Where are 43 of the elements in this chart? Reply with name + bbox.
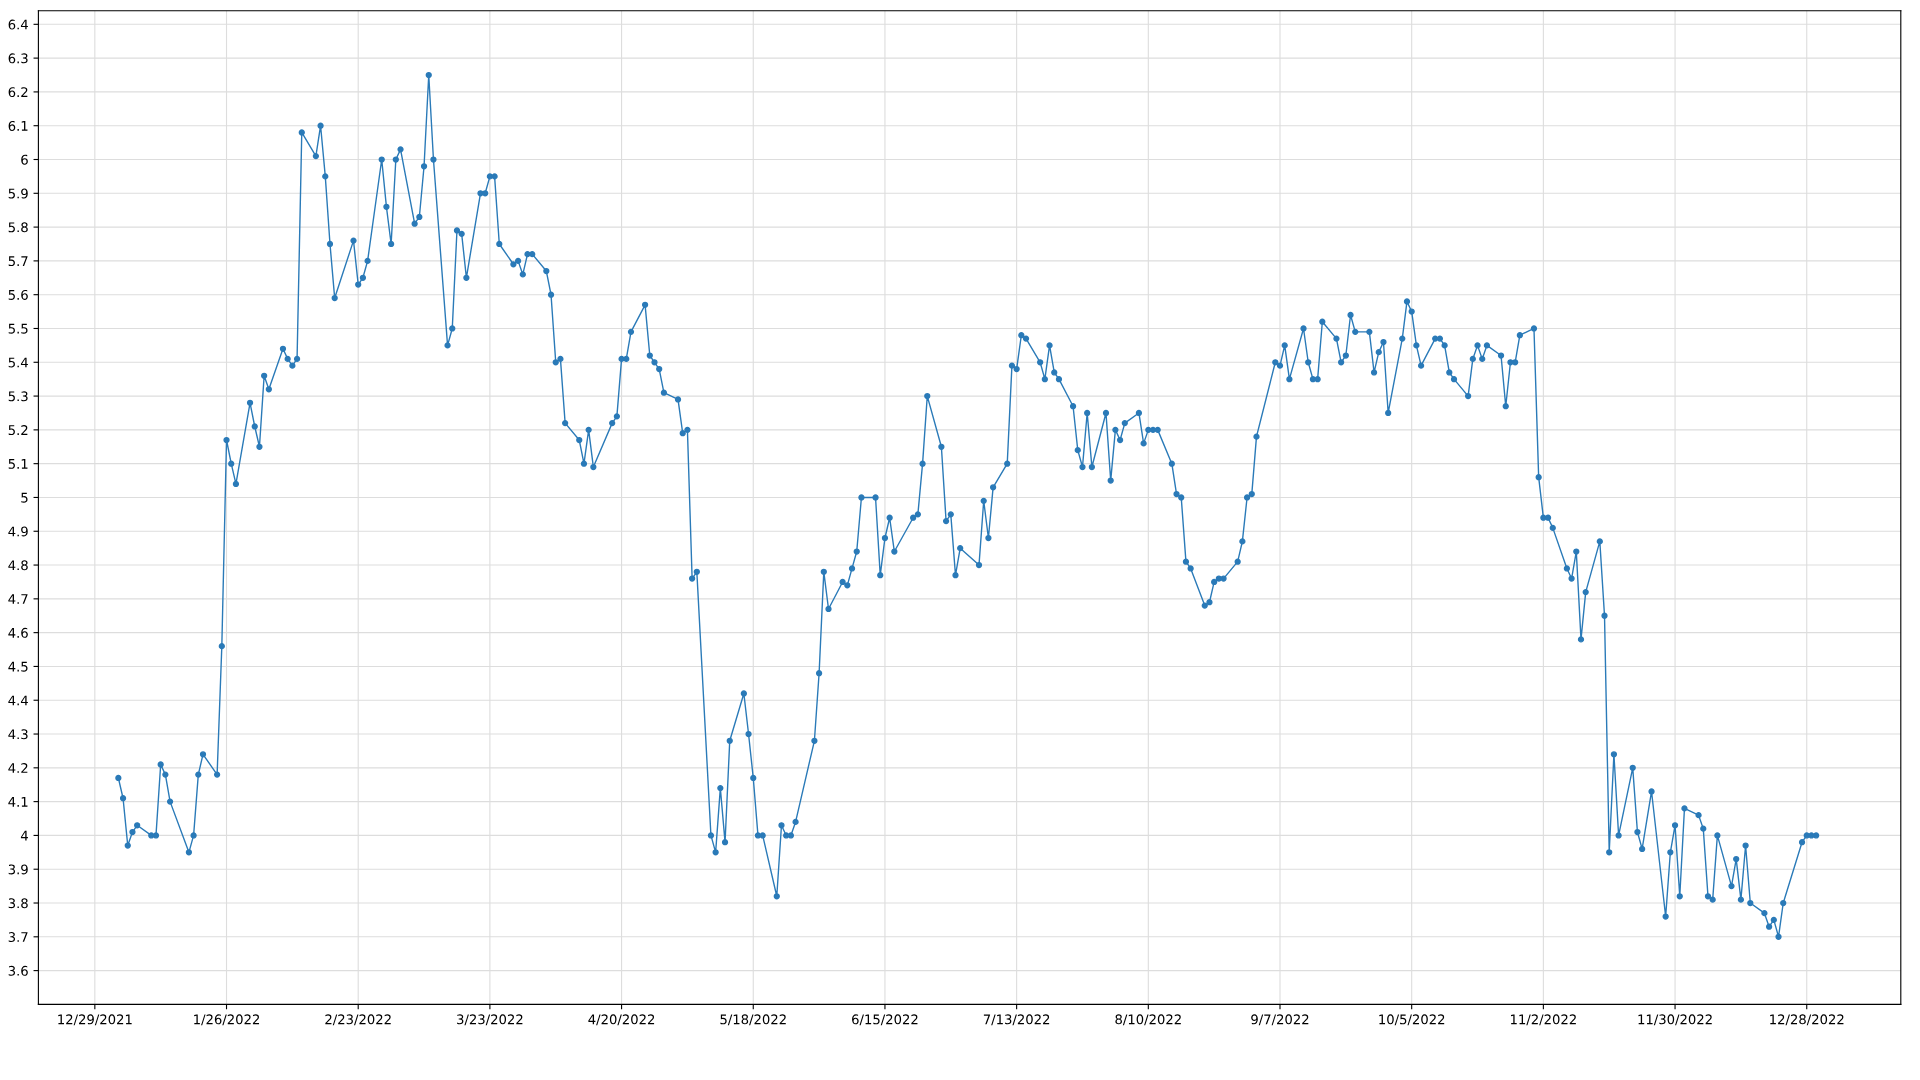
y-tick-label: 5.3 xyxy=(8,391,28,402)
y-tick-label: 5.1 xyxy=(8,459,28,469)
y-tick-label: 5.8 xyxy=(8,222,28,233)
y-tick-label: 5.9 xyxy=(8,188,28,199)
y-tick-label: 4.2 xyxy=(8,763,28,773)
y-tick-label: 5.6 xyxy=(8,289,28,300)
y-tick-label: 3.8 xyxy=(8,898,28,909)
x-tick-label: 12/28/2022 xyxy=(1770,1014,1844,1026)
y-tick-label: 4.1 xyxy=(8,797,28,807)
x-tick-label: 10/5/2022 xyxy=(1379,1014,1445,1026)
x-tick-label: 7/13/2022 xyxy=(983,1014,1050,1026)
y-tick-label: 4.5 xyxy=(8,661,28,672)
y-tick-label: 3.7 xyxy=(8,932,28,943)
y-tick-label: 4 xyxy=(20,830,28,841)
y-tick-label: 4.6 xyxy=(8,627,28,638)
y-tick-label: 6.4 xyxy=(8,19,28,30)
y-tick-label: 4.8 xyxy=(8,560,28,571)
x-tick-label: 6/15/2022 xyxy=(852,1014,918,1026)
y-tick-label: 5 xyxy=(21,492,28,503)
y-tick-label: 6.1 xyxy=(8,120,28,131)
x-tick-label: 11/2/2022 xyxy=(1510,1014,1576,1026)
x-tick-label: 4/20/2022 xyxy=(588,1014,655,1026)
x-tick-label: 8/10/2022 xyxy=(1115,1014,1181,1026)
y-tick-label: 3.6 xyxy=(8,965,28,976)
y-tick-label: 4.7 xyxy=(8,594,28,604)
y-tick-label: 3.9 xyxy=(8,864,28,875)
x-tick-label: 5/18/2022 xyxy=(720,1014,786,1026)
y-tick-label: 4.3 xyxy=(8,729,28,740)
y-tick-label: 6.3 xyxy=(8,53,28,64)
x-tick-label: 3/23/2022 xyxy=(457,1014,523,1026)
y-tick-label: 5.7 xyxy=(8,256,28,267)
y-tick-label: 5.5 xyxy=(8,323,28,334)
y-tick-label: 4.4 xyxy=(8,695,28,706)
x-tick-label: 2/23/2022 xyxy=(325,1014,391,1026)
y-tick-label: 6.2 xyxy=(8,87,28,98)
y-tick-label: 6 xyxy=(21,154,28,165)
x-tick-label: 12/29/2021 xyxy=(58,1014,132,1026)
y-tick-label: 5.4 xyxy=(8,357,28,368)
x-tick-label: 11/30/2022 xyxy=(1638,1014,1712,1026)
y-tick-label: 5.2 xyxy=(8,425,28,436)
x-tick-label: 1/26/2022 xyxy=(194,1014,260,1026)
y-tick-label: 4.9 xyxy=(8,526,28,537)
x-tick-label: 9/7/2022 xyxy=(1251,1014,1309,1026)
